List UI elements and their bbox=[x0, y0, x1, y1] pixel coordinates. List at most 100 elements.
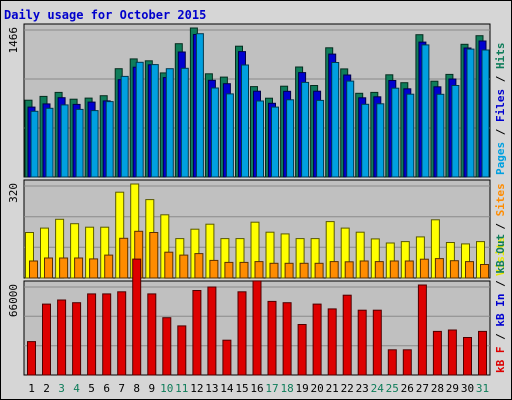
bar-middle-sites-day-19 bbox=[299, 262, 309, 279]
x-tick-label-day-28: 28 bbox=[431, 382, 444, 395]
x-tick-label-day-25: 25 bbox=[386, 382, 399, 395]
bar-top-pages-day-21 bbox=[331, 62, 340, 178]
bar-middle-sites-day-25 bbox=[389, 260, 399, 279]
legend-item: kB Out bbox=[494, 234, 507, 274]
x-tick-label-day-4: 4 bbox=[73, 382, 80, 395]
bar-middle-sites-day-12 bbox=[194, 253, 204, 279]
bar-middle-sites-day-27 bbox=[419, 258, 429, 279]
x-tick-label-day-24: 24 bbox=[371, 382, 385, 395]
bar-bottom-kb-f-day-2 bbox=[42, 303, 51, 376]
bar-bottom-kb-f-day-4 bbox=[72, 302, 82, 376]
bar-top-pages-day-6 bbox=[105, 101, 114, 178]
panel-middle-legend: Visits / Sites bbox=[494, 183, 507, 276]
legend-item: kB In bbox=[494, 294, 507, 327]
x-tick-label-day-23: 23 bbox=[356, 382, 369, 395]
panel-top: 1466 Pages / Files / Hits bbox=[7, 23, 507, 178]
panel-middle-max-label: 320 bbox=[7, 183, 20, 203]
bar-middle-sites-day-16 bbox=[254, 261, 264, 279]
x-tick-label-day-31: 31 bbox=[476, 382, 489, 395]
x-tick-label-day-22: 22 bbox=[341, 382, 354, 395]
x-tick-label-day-18: 18 bbox=[280, 382, 293, 395]
bar-middle-sites-day-14 bbox=[224, 261, 234, 279]
bar-bottom-kb-f-day-17 bbox=[267, 300, 277, 376]
x-tick-label-day-9: 9 bbox=[148, 382, 155, 395]
bar-middle-sites-day-30 bbox=[465, 261, 474, 279]
bar-top-pages-day-2 bbox=[45, 107, 54, 178]
bar-middle-sites-day-21 bbox=[329, 261, 339, 279]
x-tick-label-day-2: 2 bbox=[43, 382, 50, 395]
bar-middle-sites-day-28 bbox=[434, 258, 444, 279]
bar-middle-sites-day-20 bbox=[314, 262, 324, 279]
bar-top-pages-day-12 bbox=[195, 33, 204, 178]
bar-top-pages-day-3 bbox=[60, 104, 69, 178]
bar-top-pages-day-30 bbox=[466, 48, 475, 178]
bar-middle-sites-day-9 bbox=[149, 232, 159, 279]
panel-bottom: 66000 kB F / kB In / kB Out bbox=[7, 234, 507, 376]
bar-bottom-kb-f-day-13 bbox=[207, 286, 217, 376]
chart-title: Daily usage for October 2015 bbox=[4, 8, 206, 22]
x-tick-label-day-27: 27 bbox=[416, 382, 429, 395]
x-tick-label-day-10: 10 bbox=[160, 382, 173, 395]
bar-middle-sites-day-23 bbox=[359, 260, 369, 279]
bar-bottom-kb-f-day-19 bbox=[297, 324, 307, 376]
legend-item: / bbox=[494, 69, 507, 89]
bar-bottom-kb-f-day-30 bbox=[463, 337, 472, 376]
x-tick-label-day-30: 30 bbox=[461, 382, 474, 395]
bar-top-pages-day-14 bbox=[225, 93, 234, 178]
x-tick-label-day-14: 14 bbox=[220, 382, 234, 395]
x-tick-label-day-26: 26 bbox=[401, 382, 414, 395]
bar-top-pages-day-15 bbox=[241, 64, 249, 178]
x-tick-label-day-12: 12 bbox=[190, 382, 203, 395]
bar-bottom-kb-f-day-7 bbox=[117, 291, 127, 376]
x-tick-label-day-20: 20 bbox=[310, 382, 323, 395]
x-tick-label-day-8: 8 bbox=[133, 382, 140, 395]
x-tick-label-day-16: 16 bbox=[250, 382, 263, 395]
bar-bottom-kb-f-day-18 bbox=[282, 302, 292, 376]
x-tick-label-day-21: 21 bbox=[326, 382, 339, 395]
bar-bottom-kb-f-day-14 bbox=[222, 339, 232, 376]
bar-bottom-kb-f-day-25 bbox=[387, 349, 397, 376]
x-tick-label-day-1: 1 bbox=[28, 382, 35, 395]
bar-top-pages-day-24 bbox=[376, 103, 385, 178]
bar-bottom-kb-f-day-9 bbox=[147, 293, 157, 376]
bar-bottom-kb-f-day-24 bbox=[372, 309, 382, 376]
bar-top-pages-day-16 bbox=[256, 100, 264, 178]
panel-top-max-label: 1466 bbox=[7, 27, 20, 54]
bar-top-pages-day-20 bbox=[316, 99, 325, 178]
bar-top-pages-day-9 bbox=[150, 64, 159, 178]
bar-top-pages-day-5 bbox=[90, 110, 99, 178]
bar-bottom-kb-f-day-6 bbox=[102, 293, 112, 376]
bar-middle-sites-day-13 bbox=[209, 259, 219, 279]
bar-middle-sites-day-31 bbox=[480, 264, 489, 279]
bar-top-pages-day-4 bbox=[75, 108, 84, 178]
bar-middle-sites-day-7 bbox=[119, 237, 129, 279]
x-tick-label-day-6: 6 bbox=[103, 382, 110, 395]
bar-middle-sites-day-18 bbox=[284, 262, 294, 279]
bar-top-pages-day-22 bbox=[346, 80, 355, 178]
bar-bottom-kb-f-day-21 bbox=[327, 308, 337, 376]
x-tick-label-day-15: 15 bbox=[235, 382, 248, 395]
bar-bottom-kb-f-day-28 bbox=[432, 330, 442, 376]
bar-middle-sites-day-3 bbox=[59, 257, 69, 279]
bar-middle-sites-day-15 bbox=[239, 261, 249, 279]
x-tick-label-day-13: 13 bbox=[205, 382, 218, 395]
bar-bottom-kb-f-day-27 bbox=[417, 284, 427, 376]
bar-top-pages-day-11 bbox=[180, 67, 189, 178]
legend-item: Sites bbox=[494, 183, 507, 216]
bar-top-pages-day-1 bbox=[30, 110, 39, 178]
legend-item: Files bbox=[494, 89, 507, 122]
x-tick-label-day-29: 29 bbox=[446, 382, 459, 395]
bar-bottom-kb-f-day-31 bbox=[478, 330, 487, 376]
x-tick-label-day-17: 17 bbox=[265, 382, 278, 395]
x-axis-labels: 1 2 3 4 5 6 7 8 9 10 11 12 13 14 15 16 17 18 19 20 21 22 23 24 2… bbox=[28, 382, 489, 395]
bar-bottom-kb-f-day-29 bbox=[447, 329, 457, 376]
bar-bottom-kb-f-day-16 bbox=[252, 280, 262, 376]
bar-middle-sites-day-17 bbox=[269, 262, 279, 279]
legend-item: Pages bbox=[494, 142, 507, 175]
bar-bottom-kb-f-day-8 bbox=[132, 258, 142, 376]
legend-item: kB F bbox=[494, 347, 507, 374]
x-tick-label-day-5: 5 bbox=[88, 382, 95, 395]
bar-top-pages-day-23 bbox=[361, 103, 370, 178]
bar-middle-sites-day-11 bbox=[179, 254, 189, 279]
